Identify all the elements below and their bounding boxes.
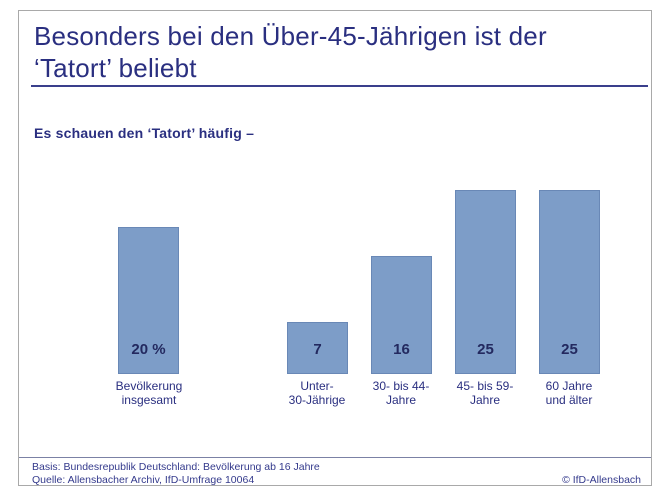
bar-60-jahre-und-aelter (539, 190, 600, 374)
bar-value-label: 25 (561, 341, 578, 358)
footer-divider (19, 457, 651, 458)
bar-category-label: 30- bis 44- Jahre (372, 379, 430, 407)
bar-unter-30-jaehrige (287, 322, 348, 374)
bar-45-bis-59-jahre (455, 190, 516, 374)
title-divider (31, 85, 648, 87)
chart-subtitle: Es schauen den ‘Tatort’ häufig – (34, 125, 255, 141)
bar-category-label: Bevölkerung insgesamt (115, 379, 183, 407)
page-title: Besonders bei den Über-45-Jährigen ist d… (34, 21, 547, 83)
bar-bevoelkerung-insgesamt (118, 227, 179, 374)
footer-basis-note: Basis: Bundesrepublik Deutschland: Bevöl… (32, 461, 320, 473)
bar-value-label: 25 (477, 341, 494, 358)
bar-chart: 20 % 7 16 25 25 (19, 11, 651, 374)
footer-source-note: Quelle: Allensbacher Archiv, IfD-Umfrage… (32, 474, 255, 486)
bar-category-label: Unter- 30-Jährige (288, 379, 346, 407)
bar-category-label: 45- bis 59- Jahre (456, 379, 514, 407)
bar-30-bis-44-jahre (371, 256, 432, 374)
bar-value-label: 20 % (131, 341, 166, 358)
bar-value-label: 16 (393, 341, 410, 358)
chart-frame: Besonders bei den Über-45-Jährigen ist d… (18, 10, 652, 486)
footer-copyright: © IfD-Allensbach (562, 474, 641, 486)
bar-value-label: 7 (313, 341, 322, 358)
bar-category-label: 60 Jahre und älter (545, 379, 593, 407)
